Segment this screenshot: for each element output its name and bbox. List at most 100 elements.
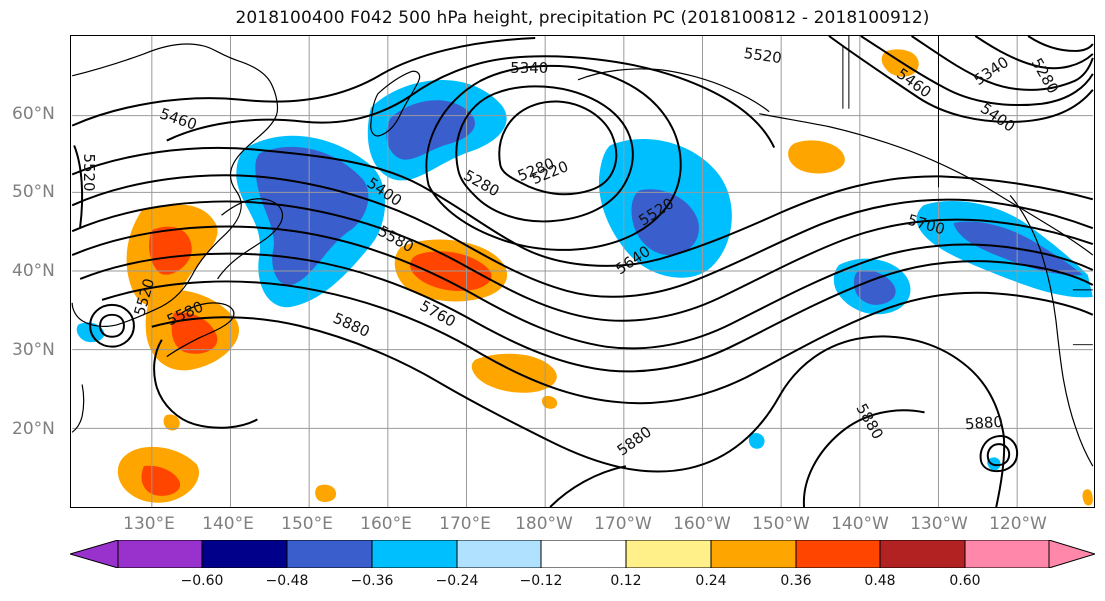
colorbar-label-pos-048: 0.48	[864, 573, 896, 589]
lon-label-180w: 180°W	[515, 514, 573, 534]
positive-core-japan-south	[171, 312, 218, 354]
colorbar-swatch-2	[201, 540, 288, 568]
positive-patch-small-1	[541, 395, 558, 409]
contour-5880-ring-2	[986, 443, 1011, 467]
lon-label-150e: 150°E	[281, 514, 333, 534]
contour-5520-arc	[71, 146, 1094, 267]
lon-label-170w: 170°W	[594, 514, 652, 534]
coastline-japan-main	[166, 302, 235, 358]
contour-5580-arc	[71, 174, 1094, 298]
positive-patch-small-2	[315, 484, 337, 503]
contour-5880-big	[151, 316, 1006, 507]
lon-label-130w: 130°W	[910, 514, 968, 534]
colorbar	[70, 540, 1095, 568]
lon-label-160e: 160°E	[360, 514, 412, 534]
map-panel: 5340 5520 5280 5460 5340 5400 5280 5460 …	[70, 35, 1095, 508]
contour-5820-arc	[101, 280, 1094, 405]
contour-5700-arc	[71, 225, 1094, 350]
height-contours	[71, 36, 1094, 507]
coastline-island-west	[71, 384, 85, 433]
colorbar-swatch-10	[879, 540, 966, 568]
lat-label-30n: 30°N	[12, 340, 55, 360]
contour-label-5520-top: 5520	[743, 44, 783, 67]
coastline-alaska-west	[577, 68, 770, 113]
colorbar-swatch-4	[371, 540, 458, 568]
lon-label-160w: 160°W	[673, 514, 731, 534]
contour-5400-north	[166, 55, 776, 148]
positive-patch-right-edge	[1082, 489, 1093, 506]
contour-5340-low	[425, 64, 682, 251]
coastline-north-america	[1009, 194, 1094, 467]
lon-label-150w: 150°W	[752, 514, 810, 534]
contour-5220-low	[498, 100, 618, 196]
contour-label-5340-top: 5340	[510, 59, 548, 77]
coastline-japan-north	[217, 198, 283, 280]
contour-label-5580-central: 5580	[375, 222, 417, 256]
colorbar-label-pos-012: 0.12	[610, 573, 642, 589]
contour-5460-north	[71, 36, 536, 127]
colorbar-label-neg-012: −0.12	[519, 573, 563, 589]
lat-label-60n: 60°N	[12, 104, 55, 124]
contour-upper-right-2	[860, 36, 1094, 106]
colorbar-swatch-7	[625, 540, 712, 568]
contour-label-5460-left: 5460	[157, 104, 199, 133]
colorbar-swatch-11	[964, 540, 1050, 568]
positive-patch-central	[471, 353, 557, 393]
colorbar-label-neg-048: −0.48	[265, 573, 309, 589]
coastline-asia-east	[71, 43, 279, 327]
contour-west-ring-inner	[99, 313, 125, 338]
contour-left-vertical	[73, 145, 84, 228]
political-boundaries	[842, 36, 1093, 346]
contour-south-edge	[549, 465, 627, 507]
contour-upper-right-5	[1027, 36, 1094, 52]
lon-label-140e: 140°E	[202, 514, 254, 534]
colorbar-label-neg-024: −0.24	[435, 573, 479, 589]
contour-upper-right-3	[911, 36, 1094, 91]
colorbar-graphic	[70, 540, 1095, 568]
colorbar-swatch-5	[456, 540, 542, 568]
positive-patch-gulf-alaska-north	[788, 140, 845, 174]
colorbar-label-pos-036: 0.36	[780, 573, 812, 589]
lon-label-120w: 120°W	[989, 514, 1047, 534]
coastlines	[71, 43, 1094, 467]
contour-5280-low	[455, 85, 634, 223]
colorbar-label-pos-024: 0.24	[695, 573, 727, 589]
colorbar-swatch-8	[710, 540, 797, 568]
colorbar-label-neg-036: −0.36	[350, 573, 394, 589]
negative-core-northeast-pacific	[853, 270, 896, 305]
lat-label-20n: 20°N	[12, 419, 55, 439]
coastline-kamchatka	[370, 70, 421, 137]
page-title: 2018100400 F042 500 hPa height, precipit…	[235, 8, 930, 28]
lon-label-170e: 170°E	[439, 514, 491, 534]
positive-core-southwest	[141, 465, 181, 496]
contour-5880-west-loop	[153, 339, 258, 429]
colorbar-swatch-3	[286, 540, 373, 568]
contour-label-5520-left: 5520	[80, 154, 98, 192]
positive-patch-small-3	[163, 414, 180, 431]
negative-core-bering-west	[386, 100, 475, 160]
lat-label-50n: 50°N	[12, 182, 55, 202]
negative-core-kuril	[255, 146, 369, 286]
contour-5880-south-right	[802, 409, 925, 507]
colorbar-swatch-6	[540, 540, 627, 568]
contour-5640-arc	[71, 200, 1094, 322]
contour-5760-arc	[79, 252, 1094, 373]
contour-5880-ring-1	[979, 435, 1019, 473]
map-plot: 5340 5520 5280 5460 5340 5400 5280 5460 …	[71, 36, 1094, 507]
contour-upper-right-1	[828, 36, 1094, 123]
colorbar-swatch-1	[117, 540, 203, 568]
colorbar-left-extension	[70, 540, 119, 568]
negative-core-aleutian-east	[631, 189, 699, 256]
lon-label-140w: 140°W	[831, 514, 889, 534]
precip-anomaly-shading	[76, 49, 1093, 506]
map-grid	[72, 36, 1093, 507]
colorbar-right-extension	[1048, 540, 1095, 568]
positive-core-west-pacific	[149, 226, 192, 275]
colorbar-swatch-9	[795, 540, 881, 568]
contour-west-ring-outer	[89, 303, 135, 348]
lat-label-40n: 40°N	[12, 261, 55, 281]
negative-patch-south	[748, 433, 765, 449]
coastline-alaska-south	[759, 113, 1094, 256]
contour-labels: 5340 5520 5280 5460 5340 5400 5280 5460 …	[80, 44, 1062, 459]
